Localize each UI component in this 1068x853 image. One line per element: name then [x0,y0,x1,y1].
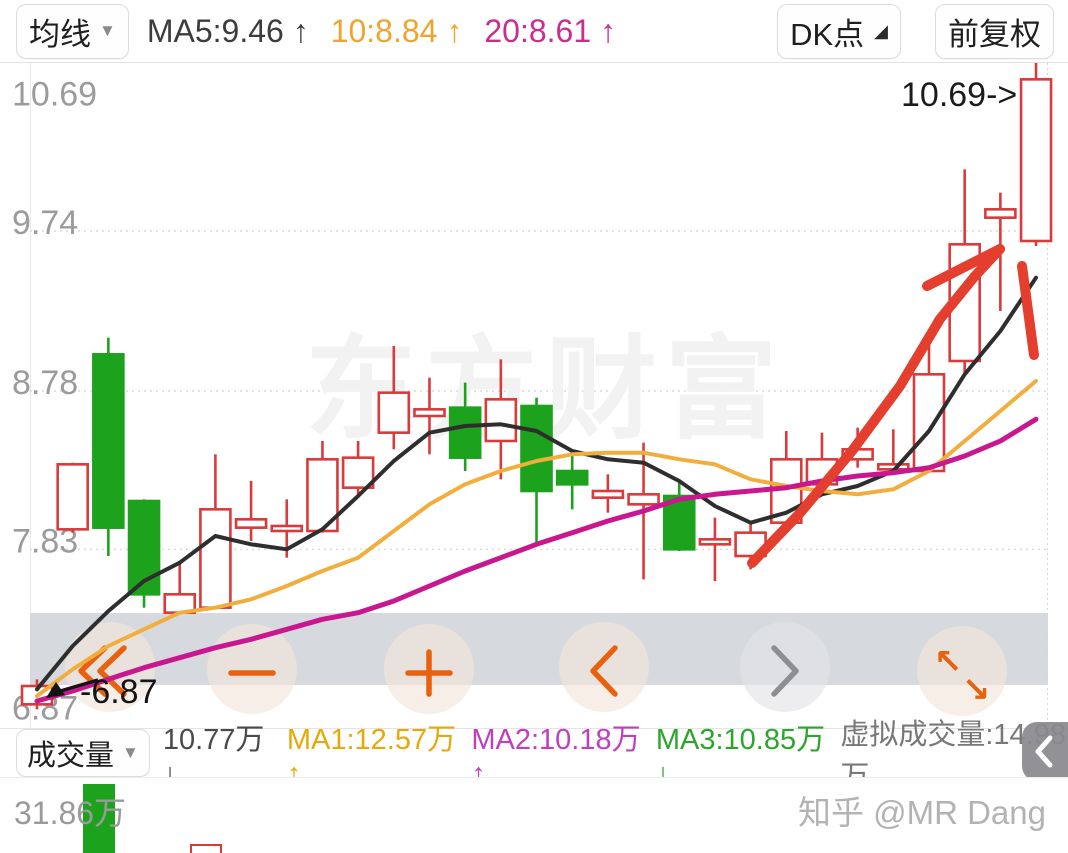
hand-drawn-arrow-shaft [747,244,1005,568]
candle-body [341,456,375,489]
y-axis-tick-label: 9.74 [12,204,78,242]
ma5-value: MA5:9.46 ↑ [146,12,309,49]
toolbar-fullscreen-button[interactable]: ↖↘ [917,626,1007,716]
price-chart-area: 10.69 9.74 8.78 7.83 6.87 东方财富 ↖ ↘ 10.69-> -6.87 [0,62,1068,728]
candle-body [1019,78,1053,243]
ma20-value: 20:8.61 ↑ [484,12,616,49]
credit-watermark: 知乎 @MR Dang [797,794,1046,831]
ma-line-ma5 [35,275,1038,692]
chevron-left-icon [590,645,618,697]
candle-body [627,493,660,506]
toolbar-band [30,613,1048,685]
volume-header-row: 成交量 ▼ 10.77万 ↓ MA1:12.57万 ↑ MA2:10.18万 ↑… [0,719,1068,793]
corner-triangle-icon: ◢ [874,20,888,41]
ma-selector-button[interactable]: 均线 ▼ [16,3,129,59]
toolbar-jump-to-start-button[interactable] [65,622,155,712]
candle-body [92,353,125,529]
toolbar-zoom-in-button[interactable] [384,624,474,714]
dropdown-caret-icon: ▼ [122,743,139,762]
volume-selector-label: 成交量 [27,740,115,772]
collapse-panel-tab[interactable] [1022,722,1068,781]
chevron-left-icon [1035,735,1053,768]
volume-ma2-value: MA2:10.18万 ↑ [471,723,641,790]
current-price-annotation: 10.69-> [901,76,1017,114]
candle-body [591,489,625,499]
volume-scale-label: 31.86万 [14,795,127,831]
candle-body [377,391,411,434]
candle-body [234,518,268,529]
volume-bar-up [190,844,222,853]
dropdown-caret-icon: ▼ [99,21,116,40]
hand-drawn-arrow-barb [922,244,1005,291]
dk-point-label: DK点 [790,16,865,52]
candle-body [199,508,232,609]
y-axis-tick-label: 8.78 [12,364,78,402]
hand-drawn-stroke [1017,261,1039,360]
indicator-header-bar: 均线 ▼ MA5:9.46 ↑ 10:8.84 ↑ 20:8.61 ↑ DK点 … [0,0,1068,62]
button-halo [740,622,830,712]
expand-arrows-icon: ↖ [934,643,963,681]
candle-body [984,208,1017,219]
volume-chart-area[interactable]: 31.86万 知乎 @MR Dang [0,777,1068,853]
toolbar-pan-left-button[interactable] [559,622,649,712]
y-axis-tick-label: 10.69 [12,76,97,114]
candle-body [912,373,946,473]
toolbar-pan-right-button[interactable] [740,622,830,712]
expand-arrows-icon: ↘ [962,671,991,709]
low-price-annotation: -6.87 [80,673,158,711]
ma-selector-label: 均线 [29,16,91,52]
low-pointer-arrowhead [46,682,65,698]
candle-body [448,406,482,459]
candle-body [56,463,89,531]
candle-body [484,398,518,443]
double-chevron-left-icon [97,645,127,697]
ma10-value: 10:8.84 ↑ [330,12,463,49]
ma-values-group: MA5:9.46 ↑ 10:8.84 ↑ 20:8.61 ↑ [147,13,777,50]
candle-body [555,469,589,486]
button-halo [65,622,155,712]
button-halo [559,622,649,712]
ma-line-ma10 [35,379,1038,698]
candle-body [698,538,732,546]
candle-body [520,404,553,493]
volume-bar-down [83,784,115,853]
ma-line-ma20 [34,416,1039,704]
forward-adjusted-button[interactable]: 前复权 [935,3,1054,59]
candle-body [270,524,304,533]
volume-selector-button[interactable]: 成交量 ▼ [16,729,150,777]
forward-adjusted-label: 前复权 [948,16,1041,52]
candle-body [413,408,446,418]
button-halo [917,626,1007,716]
chevron-right-icon [771,645,799,697]
dk-point-button[interactable]: DK点 ◢ [777,3,901,59]
